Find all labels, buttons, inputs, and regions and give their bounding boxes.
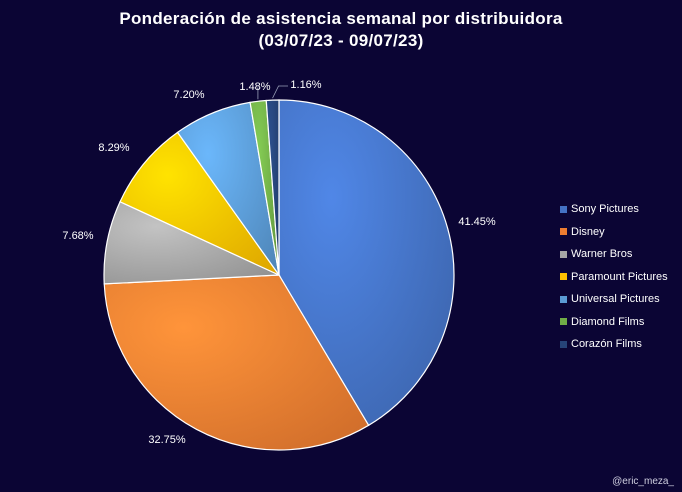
pie-slice-coraz-n-films: [265, 99, 280, 276]
chart-title: Ponderación de asistencia semanal por di…: [0, 8, 682, 52]
legend-swatch: [560, 205, 567, 213]
data-label-sony-pictures: 41.45%: [458, 216, 496, 228]
chart-legend: Sony Pictures Disney Warner Bros Paramount …: [560, 198, 668, 356]
legend-item-paramount-pictures: Paramount Pictures: [560, 266, 668, 289]
pie-slice-paramount-pictures: [119, 131, 281, 277]
watermark: @eric_meza_: [612, 476, 674, 487]
leader-line-5: [257, 87, 259, 100]
legend-swatch: [560, 340, 567, 348]
legend-label: Warner Bros: [571, 248, 633, 260]
data-label-paramount-pictures: 8.29%: [98, 142, 129, 154]
legend-label: Disney: [571, 225, 605, 238]
pie-slice-sony-pictures: [278, 99, 455, 427]
legend-swatch: [560, 318, 567, 326]
legend-item-universal-pictures: Universal Pictures: [560, 288, 668, 311]
data-label-warner-bros: 7.68%: [62, 230, 93, 242]
legend-label: Corazón Films: [571, 338, 642, 350]
data-label-disney: 32.75%: [148, 434, 186, 446]
legend-swatch: [560, 295, 567, 303]
data-label-diamond-films: 1.48%: [239, 81, 270, 93]
leader-line-6: [272, 85, 288, 99]
legend-item-coraz-n-films: Corazón Films: [560, 333, 668, 356]
chart-title-line1: Ponderación de asistencia semanal por di…: [119, 9, 563, 28]
legend-item-sony-pictures: Sony Pictures: [560, 198, 668, 221]
legend-item-diamond-films: Diamond Films: [560, 311, 668, 334]
legend-label: Sony Pictures: [571, 203, 639, 215]
legend-label: Paramount Pictures: [571, 270, 668, 283]
data-label-universal-pictures: 7.20%: [173, 89, 204, 101]
data-label-coraz-n-films: 1.16%: [290, 79, 321, 91]
legend-swatch: [560, 228, 567, 236]
legend-item-disney: Disney: [560, 221, 668, 244]
legend-swatch: [560, 250, 567, 258]
legend-swatch: [560, 273, 567, 281]
legend-item-warner-bros: Warner Bros: [560, 243, 668, 266]
chart-title-line2: (03/07/23 - 09/07/23): [258, 31, 424, 50]
legend-label: Diamond Films: [571, 315, 645, 328]
pie-slice-disney: [103, 274, 370, 451]
legend-label: Universal Pictures: [571, 293, 660, 305]
